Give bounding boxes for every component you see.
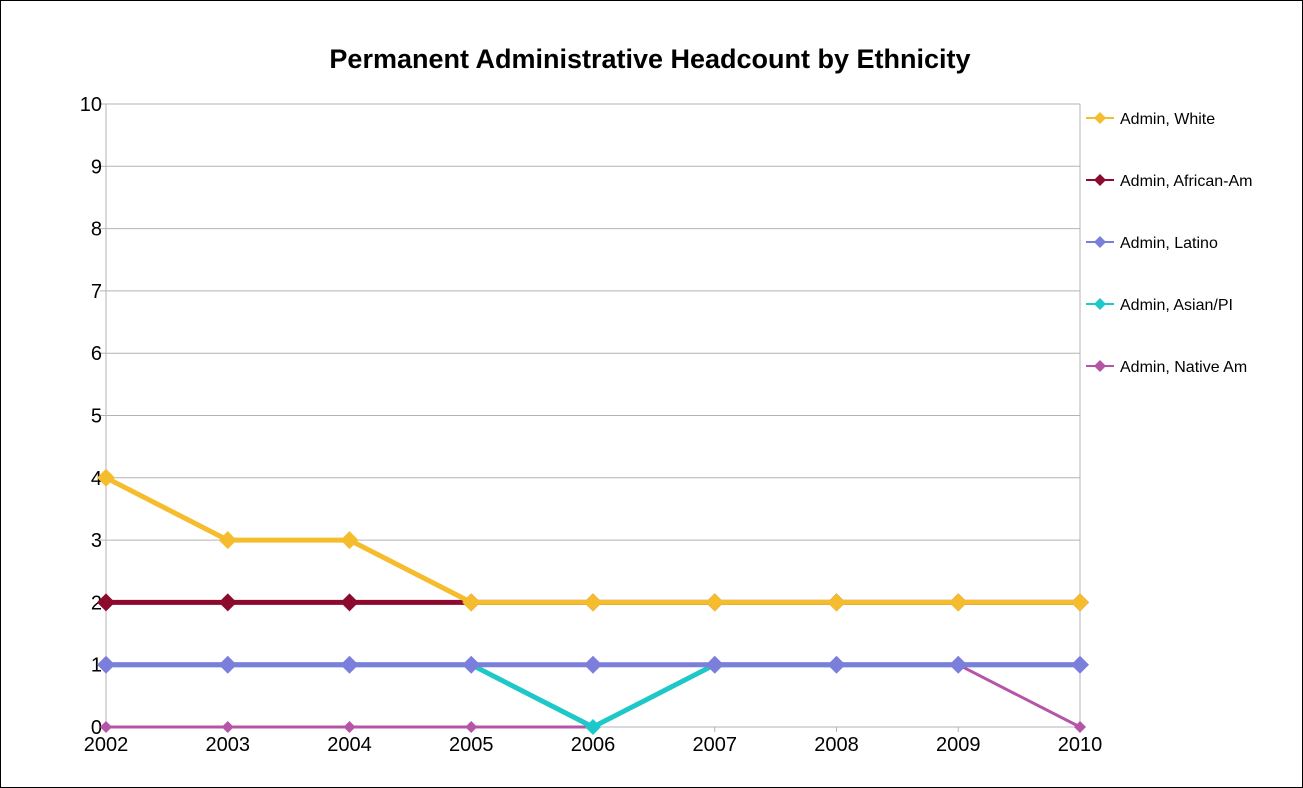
series-0 [97, 468, 1089, 612]
y-tick-label: 1 [91, 655, 102, 677]
x-tick-label: 2007 [693, 734, 738, 756]
legend-item: Admin, Asian/PI [1086, 297, 1233, 314]
data-point [218, 655, 237, 674]
data-point [97, 593, 115, 612]
data-point [705, 655, 724, 674]
data-point [949, 593, 968, 612]
data-point [97, 468, 115, 487]
grid-lines [106, 103, 1080, 728]
y-tick-label: 10 [80, 94, 102, 116]
series-line [106, 663, 1081, 729]
data-point [827, 655, 846, 674]
legend-swatch-marker [1094, 360, 1106, 372]
legend-label: Admin, Latino [1120, 235, 1218, 252]
legend-swatch-marker [1094, 298, 1106, 310]
y-tick-label: 4 [91, 468, 102, 490]
x-tick-label: 2003 [206, 734, 251, 756]
legend-item: Admin, Latino [1086, 235, 1218, 252]
legend-swatch-marker [1094, 174, 1106, 186]
y-tick-label: 5 [91, 406, 102, 428]
data-point [585, 719, 601, 735]
y-tick-label: 7 [91, 281, 102, 303]
data-point [340, 655, 359, 674]
series-line [106, 662, 1080, 730]
series-2 [97, 655, 1089, 674]
legend-swatch-marker [1094, 236, 1106, 248]
data-point [465, 721, 478, 733]
data-point [97, 655, 115, 674]
legend-label: Admin, White [1120, 111, 1215, 128]
data-point [705, 593, 724, 612]
x-tick-label: 2006 [571, 734, 616, 756]
data-point [1071, 593, 1089, 612]
x-tick-label: 2002 [84, 734, 129, 756]
data-point [462, 593, 481, 612]
data-point [100, 721, 112, 733]
chart-title: Permanent Administrative Headcount by Et… [329, 44, 970, 74]
x-tick-label: 2009 [936, 734, 981, 756]
data-point [584, 655, 602, 674]
legend-swatch-marker [1094, 112, 1106, 124]
data-point [343, 721, 356, 733]
y-tick-label: 0 [91, 717, 102, 739]
legend-item: Admin, African-Am [1086, 173, 1252, 190]
legend-label: Admin, Native Am [1120, 359, 1247, 376]
axes: 0 1 2 3 4 5 6 7 8 9 10 2002 2003 2004 2005 2006 2007 2008… [80, 94, 1103, 756]
y-tick-label: 3 [91, 530, 102, 552]
data-point [1071, 655, 1089, 674]
data-point [218, 593, 237, 612]
x-tick-label: 2008 [814, 734, 859, 756]
data-point [1074, 721, 1086, 733]
x-tick-label: 2004 [327, 734, 372, 756]
data-point [340, 593, 359, 612]
legend-label: Admin, African-Am [1120, 173, 1252, 190]
data-point [827, 593, 846, 612]
y-tick-label: 8 [91, 219, 102, 241]
data-point [462, 655, 481, 674]
series-group [97, 468, 1089, 735]
y-tick-label: 9 [91, 156, 102, 178]
y-tick-label: 2 [91, 592, 102, 614]
legend-label: Admin, Asian/PI [1120, 297, 1233, 314]
legend: Admin, White Admin, African-Am Admin, Lati… [1086, 111, 1252, 376]
y-tick-label: 6 [91, 343, 102, 365]
data-point [340, 531, 359, 550]
legend-item: Admin, White [1086, 111, 1215, 128]
data-point [584, 593, 602, 612]
x-tick-label: 2010 [1058, 734, 1103, 756]
legend-item: Admin, Native Am [1086, 359, 1247, 376]
data-point [218, 531, 237, 550]
x-tick-label: 2005 [449, 734, 494, 756]
data-point [221, 721, 234, 733]
data-point [949, 655, 968, 674]
